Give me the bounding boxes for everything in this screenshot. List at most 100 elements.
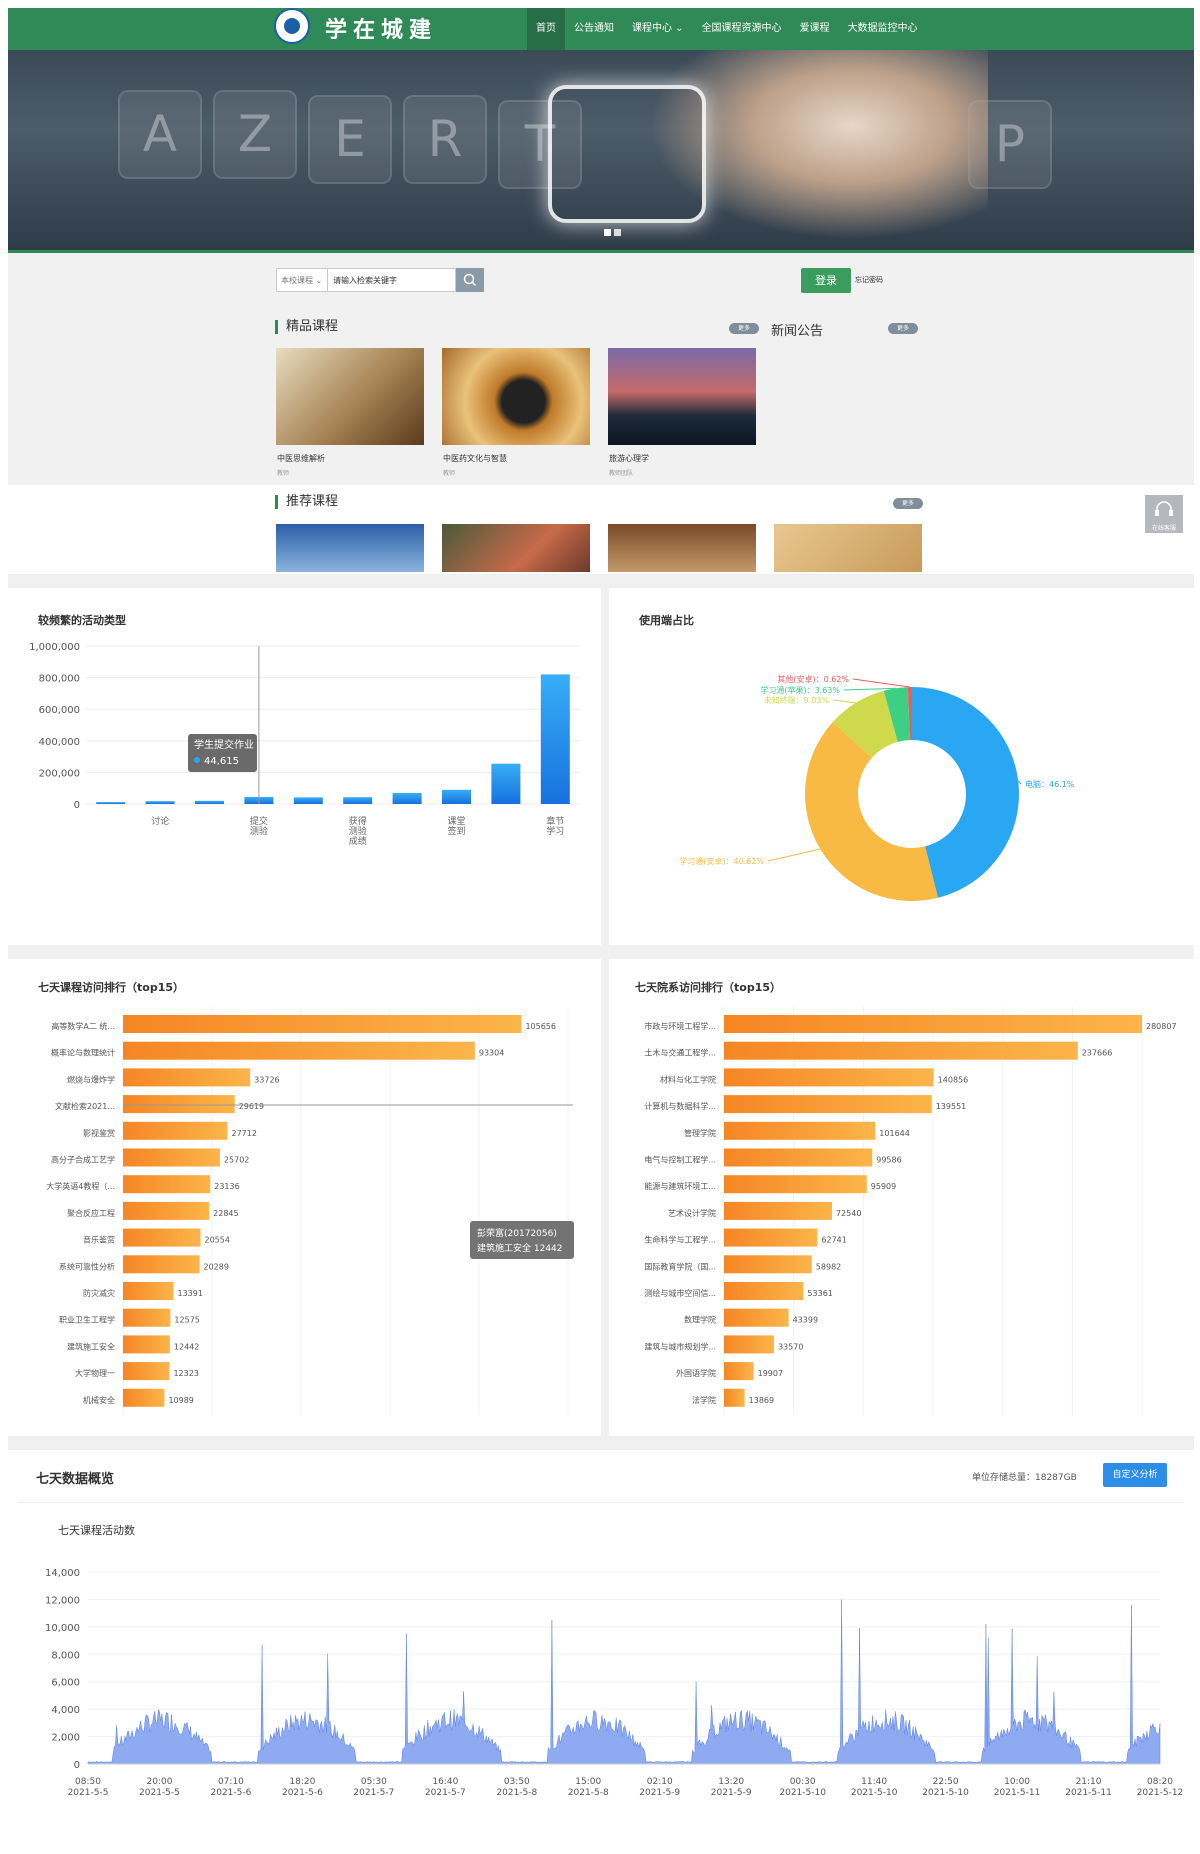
rank-bar xyxy=(724,1175,867,1194)
x-tick-label: 22:50 xyxy=(933,1777,959,1787)
pie-slice xyxy=(907,687,912,741)
recommended-more-button[interactable]: 更多 xyxy=(893,498,923,509)
search-input[interactable]: 请输入检索关键字 xyxy=(328,268,456,292)
rank-bar xyxy=(123,1228,201,1247)
rank-category-label: 机械安全 xyxy=(83,1395,115,1405)
nav-course-center[interactable]: 课程中心 ⌄ xyxy=(632,23,684,34)
x-tick-label: 08:20 xyxy=(1147,1777,1173,1787)
course-title[interactable]: 中医药文化与智慧 xyxy=(443,454,507,463)
rank-category-label: 建筑施工安全 xyxy=(67,1341,115,1351)
search-button[interactable] xyxy=(456,268,484,292)
rank-bar xyxy=(724,1282,804,1300)
search-scope-select[interactable]: 本校课程 ⌄ xyxy=(276,268,328,292)
pie-label: 学习通(苹果)：3.63% xyxy=(760,685,840,695)
news-more-button[interactable]: 更多 xyxy=(888,323,918,334)
pie-leader-line xyxy=(1017,780,1022,785)
tooltip-line: 建筑施工安全 12442 xyxy=(477,1242,563,1254)
custom-analysis-button[interactable]: 自定义分析 xyxy=(1103,1463,1167,1487)
rank-category-label: 大学物理一 xyxy=(75,1368,115,1378)
tooltip-dot xyxy=(194,757,200,763)
divider xyxy=(18,1502,1184,1503)
activity-series-area xyxy=(87,1599,1161,1765)
dept-rank-panel: 七天院系访问排行（top15） 市政与环境工程学... 280807 土木与交通工程… xyxy=(609,959,1194,1436)
course-rank-chart: 高等数学A二 统... 105656 概率论与数理统计 93304 燃烧与爆炸学 3372… xyxy=(46,1007,574,1416)
banner-key: Z xyxy=(213,90,297,179)
rec-course-thumb[interactable] xyxy=(276,524,424,572)
rank-bar xyxy=(724,1068,934,1087)
nav-home[interactable]: 首页 xyxy=(527,8,565,50)
x-tick-label: 2021-5-7 xyxy=(425,1788,466,1798)
x-tick-label: 2021-5-9 xyxy=(639,1788,680,1798)
nav-icourse[interactable]: 爱课程 xyxy=(799,23,830,34)
rec-course-thumb[interactable] xyxy=(608,524,756,572)
rank-category-label: 管理学院 xyxy=(684,1128,716,1138)
school-logo-icon[interactable] xyxy=(274,8,310,44)
featured-courses-title: 精品课程 xyxy=(275,320,338,334)
nav-national-resources[interactable]: 全国课程资源中心 xyxy=(701,23,782,34)
x-tick-label: 00:30 xyxy=(790,1777,816,1787)
rank-value-label: 23136 xyxy=(214,1182,239,1191)
top-nav-bar xyxy=(8,8,1194,50)
rank-bar xyxy=(724,1201,832,1220)
site-logo-text[interactable]: 学在城建 xyxy=(325,17,438,43)
course-teacher: 教师 xyxy=(443,470,456,477)
banner-key: E xyxy=(308,95,392,184)
pie-leader-line xyxy=(832,699,857,704)
x-tick-label: 测验 xyxy=(349,825,367,837)
carousel-dot[interactable] xyxy=(614,229,621,236)
rank-value-label: 10989 xyxy=(168,1396,193,1405)
pie-slice xyxy=(805,722,938,901)
banner-key: A xyxy=(118,90,202,179)
carousel-dot[interactable] xyxy=(604,229,611,236)
y-tick-label: 0 xyxy=(74,800,80,811)
rank-bar xyxy=(123,1255,200,1274)
nav-announcements[interactable]: 公告通知 xyxy=(574,23,614,34)
online-service-button[interactable]: 在线客服 xyxy=(1145,495,1183,533)
rec-course-thumb[interactable] xyxy=(774,524,922,572)
forgot-password-link[interactable]: 忘记密码 xyxy=(855,276,883,284)
x-tick-label: 课堂 xyxy=(447,815,465,827)
rank-category-label: 生命科学与工程学... xyxy=(644,1235,716,1245)
rec-course-thumb[interactable] xyxy=(442,524,590,572)
course-title[interactable]: 中医思维解析 xyxy=(277,454,325,463)
x-tick-label: 05:30 xyxy=(361,1777,387,1787)
rank-value-label: 13869 xyxy=(749,1396,774,1405)
dept-rank-title: 七天院系访问排行（top15） xyxy=(635,981,781,994)
course-thumb-tcm-thinking[interactable] xyxy=(276,348,424,445)
rank-bar xyxy=(724,1362,754,1381)
rank-bar xyxy=(123,1041,475,1060)
featured-more-button[interactable]: 更多 xyxy=(729,323,759,334)
main-nav: 首页 公告通知 课程中心 ⌄ 全国课程资源中心 爱课程 大数据监控中心 xyxy=(527,8,927,50)
rank-category-label: 数理学院 xyxy=(684,1315,716,1325)
x-tick-label: 2021-5-12 xyxy=(1137,1788,1184,1798)
rank-category-label: 外国语学院 xyxy=(676,1368,716,1378)
pie-slice xyxy=(883,687,910,742)
rank-category-label: 高等数学A二 统... xyxy=(51,1021,115,1031)
rank-value-label: 53361 xyxy=(807,1289,832,1298)
x-tick-label: 10:00 xyxy=(1004,1777,1030,1787)
x-tick-label: 2021-5-6 xyxy=(282,1788,323,1798)
y-tick-label: 14,000 xyxy=(45,1568,80,1579)
banner-glowing-key xyxy=(548,85,706,223)
rank-value-label: 99586 xyxy=(876,1156,901,1165)
hero-banner[interactable]: A Z E R T P xyxy=(8,50,1194,250)
rank-category-label: 影视鉴赏 xyxy=(83,1128,115,1138)
course-title[interactable]: 旅游心理学 xyxy=(609,454,649,463)
y-tick-label: 1,000,000 xyxy=(29,642,80,653)
y-tick-label: 6,000 xyxy=(51,1678,80,1689)
rank-category-label: 系统可靠性分析 xyxy=(59,1261,115,1271)
activity-count-title: 七天课程活动数 xyxy=(58,1524,135,1537)
y-tick-label: 600,000 xyxy=(39,705,80,716)
course-thumb-tourism-psychology[interactable] xyxy=(608,348,756,445)
rank-bar xyxy=(123,1201,210,1220)
pie-label: 其他(安卓)：0.62% xyxy=(777,674,849,684)
activity-type-panel: 较频繁的活动类型 1,000,000 800,000 600,000 400,000 2… xyxy=(8,588,601,945)
x-tick-label: 02:10 xyxy=(647,1777,673,1787)
rank-bar xyxy=(724,1335,774,1354)
rank-bar xyxy=(724,1121,876,1140)
nav-bigdata-monitor[interactable]: 大数据监控中心 xyxy=(847,23,918,34)
rank-value-label: 139551 xyxy=(936,1102,967,1111)
rank-bar xyxy=(724,1308,789,1327)
course-thumb-tcm-culture[interactable] xyxy=(442,348,590,445)
login-button[interactable]: 登录 xyxy=(801,268,851,293)
